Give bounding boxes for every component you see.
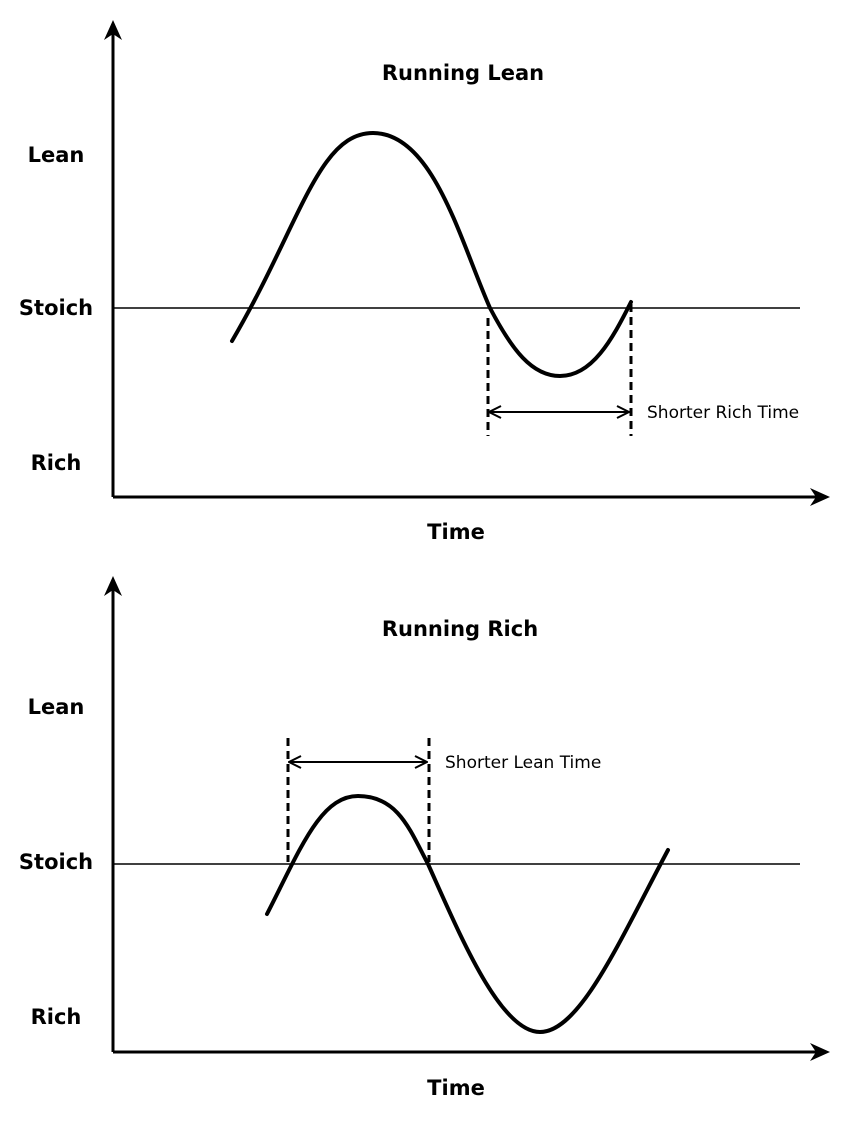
annotation-label: Shorter Lean Time	[445, 753, 601, 773]
y-level-lean-label: Lean	[28, 143, 85, 167]
y-level-rich-label: Rich	[31, 1005, 82, 1029]
x-axis-label: Time	[427, 520, 485, 544]
annotation-label: Shorter Rich Time	[647, 403, 799, 423]
panel-title: Running Lean	[382, 61, 544, 85]
air-fuel-waveform	[230, 131, 633, 378]
y-level-stoich-label: Stoich	[19, 850, 93, 874]
y-level-stoich-label: Stoich	[19, 296, 93, 320]
panel-running-lean: Running Lean Lean Stoich Rich Shorter Ri…	[19, 20, 830, 544]
y-level-rich-label: Rich	[31, 451, 82, 475]
air-fuel-waveform	[265, 794, 670, 1034]
y-level-lean-label: Lean	[28, 695, 85, 719]
panel-title: Running Rich	[382, 617, 538, 641]
x-axis-label: Time	[427, 1076, 485, 1100]
panel-running-rich: Running Rich Lean Stoich Rich Shorter Le…	[19, 576, 830, 1100]
